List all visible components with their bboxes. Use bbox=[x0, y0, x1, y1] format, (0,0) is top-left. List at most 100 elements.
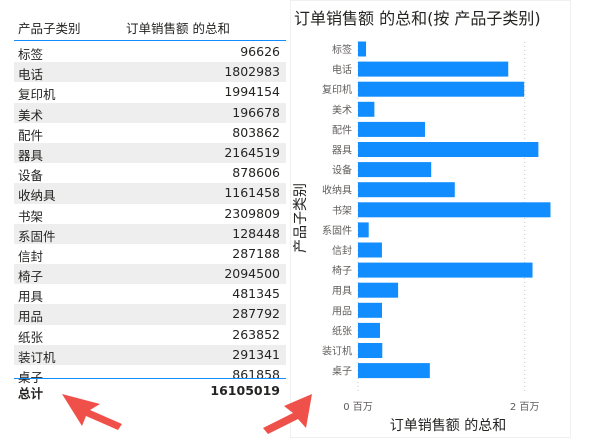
cell-category: 用品 bbox=[18, 309, 44, 325]
bar[interactable] bbox=[358, 242, 382, 258]
category-label: 复印机 bbox=[322, 83, 352, 96]
table-row[interactable]: 电话 1802983 bbox=[14, 62, 286, 83]
cell-category: 书架 bbox=[18, 208, 44, 224]
x-tick-labels: 0 百万 2 百万 bbox=[343, 401, 539, 413]
bars bbox=[358, 41, 551, 379]
column-header-value[interactable]: 订单销售额 的总和 bbox=[126, 21, 230, 36]
table-total-row: 总计 16105019 bbox=[14, 380, 286, 401]
cell-category: 配件 bbox=[18, 127, 44, 143]
total-label: 总计 bbox=[18, 386, 44, 401]
x-axis-title: 订单销售额 的总和 bbox=[390, 418, 506, 434]
cell-category: 用具 bbox=[18, 289, 44, 305]
bar[interactable] bbox=[358, 81, 525, 97]
bar[interactable] bbox=[358, 61, 509, 77]
category-label: 书架 bbox=[332, 205, 352, 217]
category-label: 配件 bbox=[332, 124, 352, 136]
cell-category: 信封 bbox=[18, 248, 44, 264]
category-label: 标签 bbox=[332, 43, 352, 56]
category-label: 收纳具 bbox=[322, 184, 352, 197]
cell-value: 96626 bbox=[240, 44, 280, 59]
cell-category: 美术 bbox=[18, 107, 44, 123]
cell-value: 878606 bbox=[232, 165, 280, 181]
bar[interactable] bbox=[358, 262, 533, 278]
y-axis-title: 产品子类别 bbox=[293, 183, 309, 253]
table-row[interactable]: 纸张 263852 bbox=[14, 325, 286, 345]
table-row[interactable]: 配件 803862 bbox=[14, 123, 286, 143]
table-row[interactable]: 信封 287188 bbox=[14, 244, 286, 264]
bar[interactable] bbox=[358, 302, 382, 318]
cell-category: 系固件 bbox=[18, 228, 56, 244]
cell-value: 2309809 bbox=[224, 205, 280, 221]
table-row[interactable]: 装订机 291341 bbox=[14, 344, 286, 365]
cell-value: 128448 bbox=[232, 225, 280, 241]
table-row[interactable]: 复印机 1994154 bbox=[14, 82, 286, 102]
category-label: 电话 bbox=[332, 63, 352, 76]
bar[interactable] bbox=[358, 142, 539, 157]
table-row[interactable]: 系固件 128448 bbox=[14, 223, 286, 244]
table-header: 产品子类别 订单销售额 的总和 bbox=[14, 14, 286, 40]
category-label: 桌子 bbox=[332, 365, 352, 378]
category-label: 美术 bbox=[332, 103, 352, 116]
bar[interactable] bbox=[358, 182, 455, 198]
cell-category: 电话 bbox=[18, 67, 44, 83]
table-row[interactable]: 美术 196678 bbox=[14, 102, 286, 123]
table-row[interactable]: 收纳具 1161458 bbox=[14, 183, 286, 204]
cell-category: 椅子 bbox=[18, 269, 44, 285]
cell-value: 287188 bbox=[232, 245, 280, 261]
bar[interactable] bbox=[358, 222, 369, 238]
cell-category: 装订机 bbox=[18, 349, 56, 365]
table-row[interactable]: 用品 287792 bbox=[14, 304, 286, 325]
category-label: 信封 bbox=[332, 244, 352, 257]
cell-value: 2164519 bbox=[224, 144, 280, 160]
category-label: 椅子 bbox=[332, 264, 352, 277]
table-row[interactable]: 书架 2309809 bbox=[14, 204, 286, 224]
category-label: 设备 bbox=[332, 164, 352, 177]
category-label: 用品 bbox=[332, 305, 352, 317]
bar[interactable] bbox=[358, 41, 367, 57]
bar[interactable] bbox=[358, 162, 432, 178]
cell-value: 803862 bbox=[232, 124, 280, 140]
cell-value: 263852 bbox=[232, 326, 280, 342]
bar[interactable] bbox=[358, 363, 430, 379]
cell-value: 287792 bbox=[232, 306, 280, 322]
cell-value: 1994154 bbox=[224, 84, 280, 100]
table-row[interactable]: 标签 96626 bbox=[14, 42, 286, 62]
cell-category: 复印机 bbox=[18, 87, 56, 103]
table-row[interactable]: 椅子 2094500 bbox=[14, 264, 286, 285]
total-value: 16105019 bbox=[210, 383, 280, 398]
bar[interactable] bbox=[358, 343, 383, 358]
bar[interactable] bbox=[358, 322, 380, 338]
cell-category: 纸张 bbox=[18, 329, 44, 345]
bar[interactable] bbox=[358, 121, 425, 137]
bar[interactable] bbox=[358, 101, 375, 117]
category-label: 装订机 bbox=[322, 345, 352, 358]
chart-border bbox=[290, 0, 571, 438]
data-table: 产品子类别 订单销售额 的总和 标签 96626 电话 1802983 复印机 19941… bbox=[12, 4, 288, 404]
red-arrow-left-icon bbox=[62, 394, 122, 430]
table-row[interactable]: 设备 878606 bbox=[14, 163, 286, 183]
cell-value: 2094500 bbox=[224, 266, 280, 282]
cell-category: 标签 bbox=[18, 47, 44, 62]
cell-value: 196678 bbox=[232, 104, 280, 120]
table-body: 标签 96626 电话 1802983 复印机 1994154 美术 196678 配件 8038… bbox=[14, 42, 286, 385]
x-tick-label: 0 百万 bbox=[343, 401, 373, 413]
table-row[interactable]: 用具 481345 bbox=[14, 284, 286, 304]
bar[interactable] bbox=[358, 202, 551, 218]
cell-category: 收纳具 bbox=[18, 188, 56, 204]
cell-category: 器具 bbox=[18, 147, 44, 163]
category-label: 系固件 bbox=[322, 225, 352, 237]
column-header-category[interactable]: 产品子类别 bbox=[18, 21, 81, 36]
x-tick-label: 2 百万 bbox=[510, 401, 540, 413]
red-arrow-right-icon bbox=[263, 394, 312, 434]
category-label: 纸张 bbox=[332, 324, 352, 337]
bar-chart: 订单销售额 的总和(按 产品子类别) 产品子类别 订单销售额 的总和 标签电话复… bbox=[290, 0, 571, 438]
cell-value: 481345 bbox=[232, 286, 280, 302]
category-label: 器具 bbox=[332, 145, 352, 157]
bar[interactable] bbox=[358, 282, 399, 298]
total-divider bbox=[14, 378, 286, 379]
bar-chart-visual[interactable]: 订单销售额 的总和(按 产品子类别) 产品子类别 订单销售额 的总和 标签 电话复… bbox=[290, 0, 608, 444]
cell-category: 桌子 bbox=[18, 370, 44, 385]
table-row[interactable]: 器具 2164519 bbox=[14, 142, 286, 164]
cell-category: 设备 bbox=[18, 168, 44, 184]
